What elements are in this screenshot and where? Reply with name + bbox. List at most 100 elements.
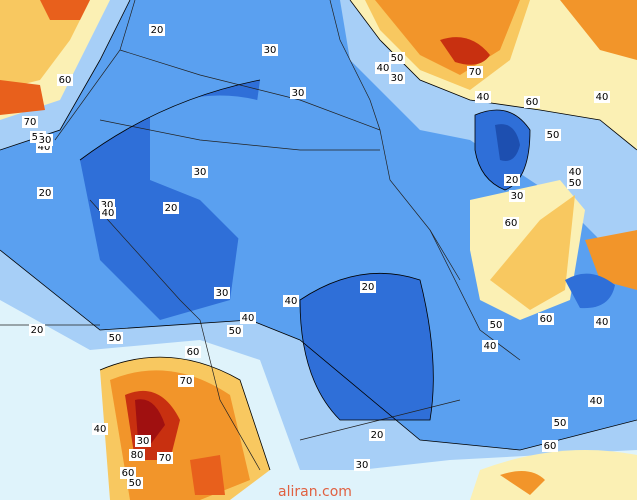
- contour-label: 40: [285, 296, 298, 307]
- label-box: [185, 346, 201, 358]
- label-box: [262, 44, 278, 56]
- contour-label: 30: [39, 135, 52, 146]
- contour-label: 60: [526, 97, 539, 108]
- label-box: [178, 375, 194, 387]
- label-box: [360, 281, 376, 293]
- contour-label: 70: [180, 376, 193, 387]
- contour-label: 40: [590, 396, 603, 407]
- label-box: [192, 166, 208, 178]
- label-box: [503, 217, 519, 229]
- label-box: [240, 312, 256, 324]
- label-box: [467, 66, 483, 78]
- contour-lines: [0, 0, 637, 471]
- contour-label: 40: [94, 424, 107, 435]
- contour-label: 30: [292, 88, 305, 99]
- label-box: [509, 190, 525, 202]
- label-box: [22, 116, 38, 128]
- contour-label: 40: [377, 63, 390, 74]
- contour-label: 30: [511, 191, 524, 202]
- contour-label: 30: [391, 73, 404, 84]
- label-box: [567, 166, 583, 178]
- label-box: [163, 202, 179, 214]
- contour-label: 30: [101, 200, 114, 211]
- contour-label: 20: [362, 282, 375, 293]
- label-box: [149, 24, 165, 36]
- label-box: [375, 62, 391, 74]
- label-box: [100, 207, 116, 219]
- label-box: [567, 177, 583, 189]
- contour-label: 20: [371, 430, 384, 441]
- label-box: [588, 395, 604, 407]
- label-box: [524, 96, 540, 108]
- label-box: [354, 459, 370, 471]
- label-box: [129, 449, 145, 461]
- label-box: [214, 287, 230, 299]
- contour-label: 50: [229, 326, 242, 337]
- label-box: [594, 316, 610, 328]
- label-box: [29, 324, 45, 336]
- contour-label: 50: [554, 418, 567, 429]
- label-box: [227, 325, 243, 337]
- contour-label: 40: [242, 313, 255, 324]
- contour-label: 30: [194, 167, 207, 178]
- contour-label: 60: [59, 75, 72, 86]
- label-box: [389, 52, 405, 64]
- label-box: [389, 72, 405, 84]
- contour-label: 30: [137, 436, 150, 447]
- contour-label: 60: [540, 314, 553, 325]
- label-box: [369, 429, 385, 441]
- contour-label: 30: [356, 460, 369, 471]
- contour-label: 20: [165, 203, 178, 214]
- contour-label: 20: [506, 175, 519, 186]
- label-box: [120, 467, 136, 479]
- label-box: [37, 134, 53, 146]
- label-box: [127, 477, 143, 489]
- borders: [0, 0, 521, 471]
- label-box: [542, 440, 558, 452]
- label-box: [538, 313, 554, 325]
- label-box: [545, 129, 561, 141]
- label-box: [157, 452, 173, 464]
- contour-label: 40: [477, 92, 490, 103]
- label-box: [488, 319, 504, 331]
- label-box: [135, 435, 151, 447]
- contour-labels: 2030605040307030406040705040305030204050…: [22, 24, 610, 489]
- label-box: [283, 295, 299, 307]
- contour-label: 20: [31, 325, 44, 336]
- label-box: [290, 87, 306, 99]
- contour-label: 50: [490, 320, 503, 331]
- contour-label: 70: [469, 67, 482, 78]
- contour-label: 60: [544, 441, 557, 452]
- contour-label: 70: [24, 117, 37, 128]
- contour-label: 40: [569, 167, 582, 178]
- label-box: [107, 332, 123, 344]
- contour-label: 50: [569, 178, 582, 189]
- contour-label: 80: [131, 450, 144, 461]
- contour-label: 50: [109, 333, 122, 344]
- contour-label: 60: [505, 218, 518, 229]
- label-box: [504, 174, 520, 186]
- contour-label: 50: [129, 478, 142, 489]
- label-box: [552, 417, 568, 429]
- contour-label: 40: [38, 142, 51, 153]
- contour-label: 40: [596, 317, 609, 328]
- contour-label: 70: [159, 453, 172, 464]
- contour-label: 40: [484, 341, 497, 352]
- label-box: [92, 423, 108, 435]
- contour-label: 50: [391, 53, 404, 64]
- contour-label: 20: [39, 188, 52, 199]
- label-box: [482, 340, 498, 352]
- contour-label: 40: [596, 92, 609, 103]
- label-box: [594, 91, 610, 103]
- label-box: [57, 74, 73, 86]
- contour-label: 40: [102, 208, 115, 219]
- label-box: [475, 91, 491, 103]
- watermark: aliran.com: [278, 484, 352, 500]
- contour-label: 50: [547, 130, 560, 141]
- contour-label: 20: [151, 25, 164, 36]
- contour-label: 60: [187, 347, 200, 358]
- label-box: [37, 187, 53, 199]
- contour-label: 30: [216, 288, 229, 299]
